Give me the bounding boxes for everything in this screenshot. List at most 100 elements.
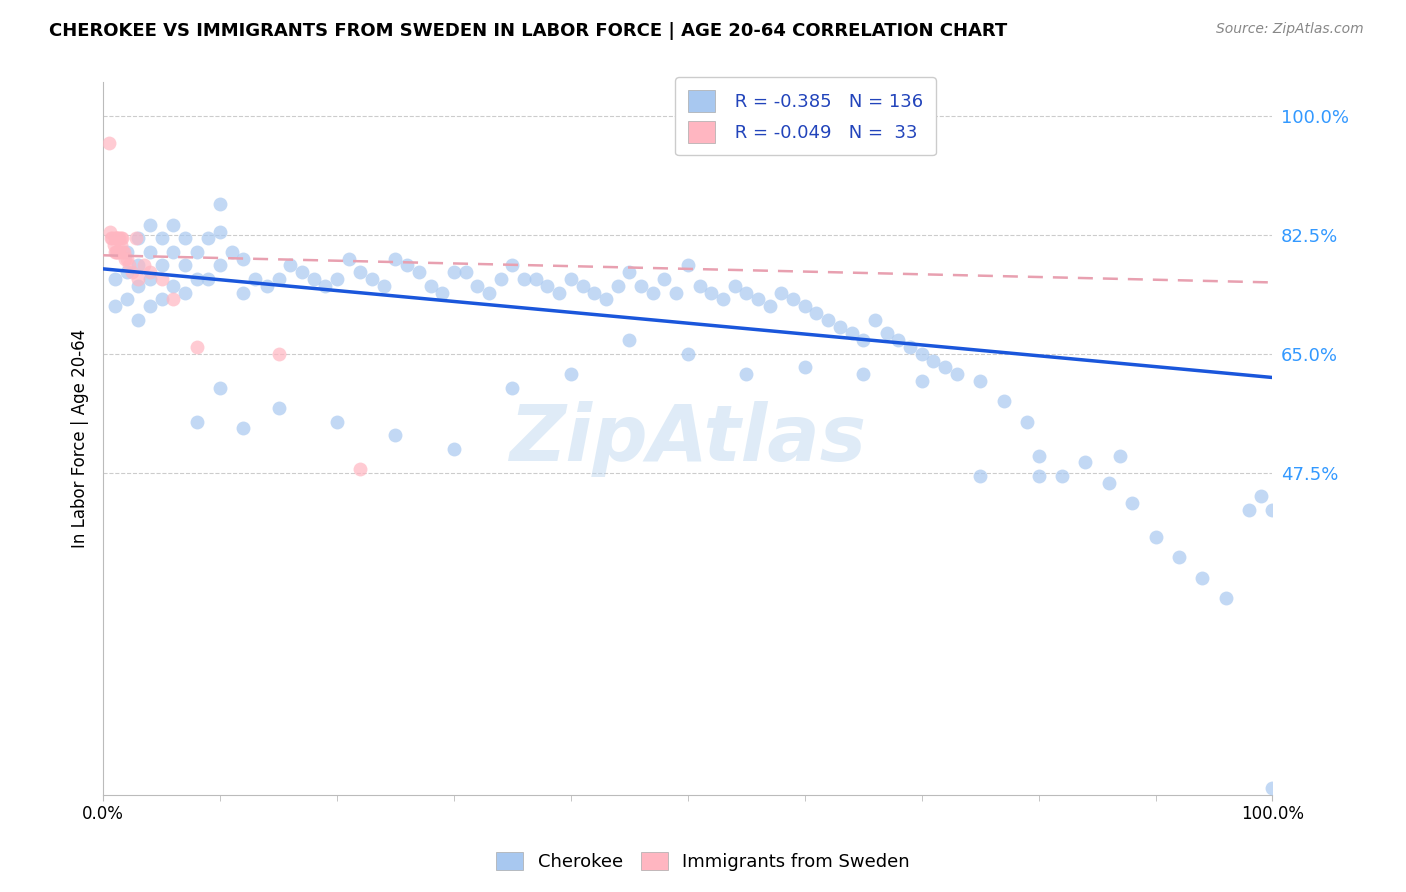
Point — [139, 299, 162, 313]
Point — [887, 333, 910, 347]
Point — [139, 265, 162, 279]
Point — [110, 238, 132, 252]
Point — [104, 244, 127, 259]
Point — [107, 244, 129, 259]
Point — [209, 225, 232, 239]
Point — [993, 394, 1015, 409]
Point — [361, 272, 384, 286]
Point — [911, 374, 934, 388]
Point — [876, 326, 898, 341]
Point — [314, 278, 336, 293]
Point — [443, 442, 465, 456]
Point — [489, 272, 512, 286]
Point — [841, 326, 863, 341]
Point — [654, 272, 676, 286]
Point — [186, 415, 208, 429]
Point — [127, 272, 149, 286]
Point — [852, 333, 875, 347]
Point — [326, 415, 349, 429]
Point — [711, 293, 734, 307]
Point — [150, 259, 173, 273]
Point — [104, 272, 127, 286]
Point — [107, 231, 129, 245]
Point — [419, 278, 441, 293]
Point — [665, 285, 688, 300]
Point — [630, 278, 652, 293]
Point — [513, 272, 536, 286]
Point — [232, 252, 254, 266]
Point — [115, 293, 138, 307]
Point — [1121, 496, 1143, 510]
Point — [115, 244, 138, 259]
Point — [127, 313, 149, 327]
Point — [267, 401, 290, 415]
Point — [267, 347, 290, 361]
Point — [1015, 415, 1038, 429]
Point — [384, 428, 406, 442]
Point — [111, 244, 134, 259]
Point — [104, 244, 127, 259]
Point — [209, 197, 232, 211]
Text: CHEROKEE VS IMMIGRANTS FROM SWEDEN IN LABOR FORCE | AGE 20-64 CORRELATION CHART: CHEROKEE VS IMMIGRANTS FROM SWEDEN IN LA… — [49, 22, 1008, 40]
Point — [817, 313, 839, 327]
Point — [162, 244, 184, 259]
Point — [641, 285, 664, 300]
Point — [1050, 469, 1073, 483]
Point — [548, 285, 571, 300]
Point — [700, 285, 723, 300]
Point — [108, 231, 131, 245]
Point — [110, 231, 132, 245]
Point — [278, 259, 301, 273]
Point — [432, 285, 454, 300]
Point — [101, 231, 124, 245]
Point — [125, 231, 148, 245]
Point — [384, 252, 406, 266]
Point — [209, 259, 232, 273]
Point — [118, 259, 141, 273]
Point — [606, 278, 628, 293]
Point — [174, 285, 197, 300]
Point — [139, 272, 162, 286]
Point — [1237, 503, 1260, 517]
Point — [828, 319, 851, 334]
Point — [132, 259, 155, 273]
Point — [209, 381, 232, 395]
Point — [793, 299, 815, 313]
Point — [337, 252, 360, 266]
Point — [291, 265, 314, 279]
Point — [735, 285, 758, 300]
Point — [945, 367, 967, 381]
Point — [127, 231, 149, 245]
Point — [1168, 550, 1191, 565]
Point — [373, 278, 395, 293]
Point — [1261, 781, 1284, 796]
Point — [100, 231, 122, 245]
Point — [676, 259, 699, 273]
Point — [1215, 591, 1237, 606]
Point — [127, 259, 149, 273]
Point — [98, 225, 121, 239]
Point — [560, 367, 582, 381]
Point — [758, 299, 780, 313]
Point — [302, 272, 325, 286]
Point — [162, 278, 184, 293]
Point — [1109, 449, 1132, 463]
Text: ZipAtlas: ZipAtlas — [509, 401, 866, 476]
Point — [443, 265, 465, 279]
Point — [408, 265, 430, 279]
Point — [454, 265, 477, 279]
Point — [186, 244, 208, 259]
Point — [1144, 530, 1167, 544]
Point — [1028, 449, 1050, 463]
Point — [256, 278, 278, 293]
Point — [243, 272, 266, 286]
Point — [524, 272, 547, 286]
Point — [770, 285, 793, 300]
Point — [232, 421, 254, 435]
Point — [793, 360, 815, 375]
Point — [121, 265, 143, 279]
Point — [922, 353, 945, 368]
Point — [478, 285, 501, 300]
Legend:  R = -0.385   N = 136,  R = -0.049   N =  33: R = -0.385 N = 136, R = -0.049 N = 33 — [675, 77, 936, 155]
Point — [111, 231, 134, 245]
